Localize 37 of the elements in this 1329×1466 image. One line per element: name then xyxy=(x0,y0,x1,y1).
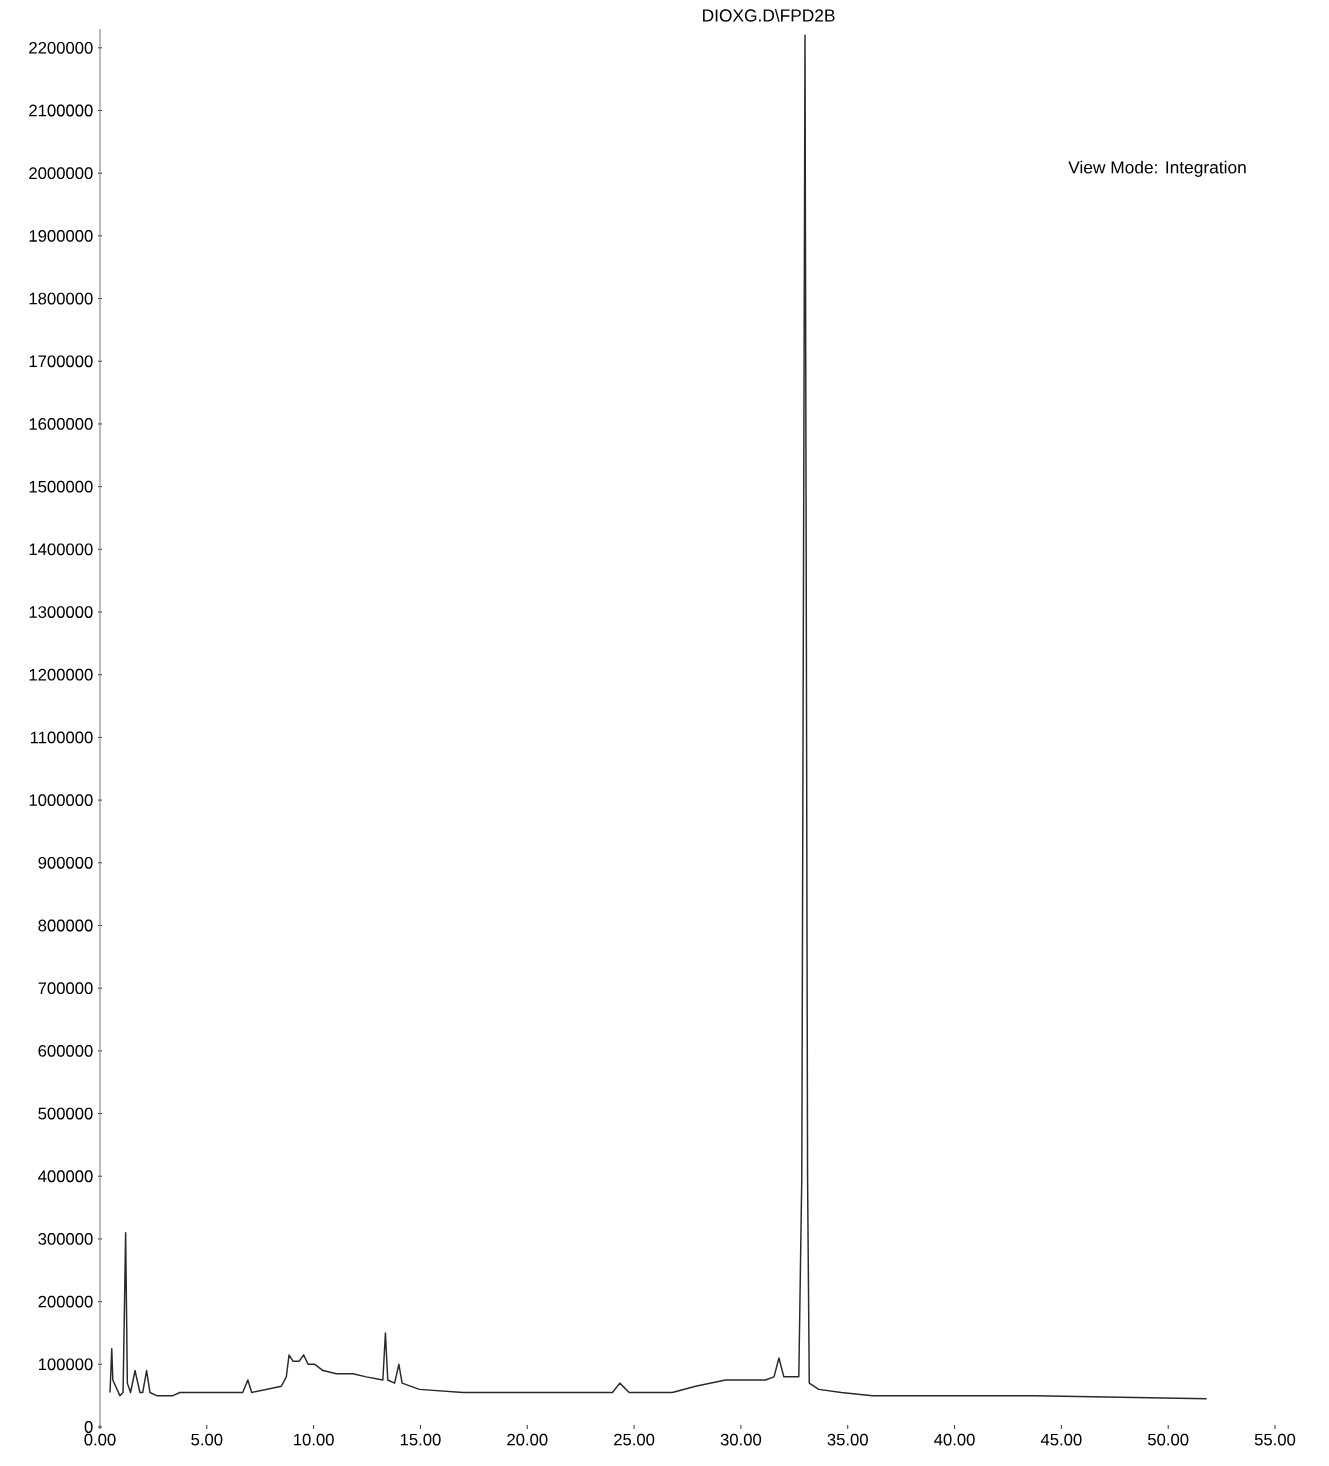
y-tick-label: 1900000 xyxy=(29,230,93,242)
y-tick-label: 700000 xyxy=(38,982,93,995)
y-tick-label: 900000 xyxy=(38,856,93,869)
x-tick-label: 5.00 xyxy=(191,1433,223,1446)
x-tick-label: 30.00 xyxy=(720,1433,762,1446)
y-tick-label: 500000 xyxy=(38,1107,93,1120)
x-tick-label: 15.00 xyxy=(400,1433,441,1446)
y-tick-label: 2200000 xyxy=(29,41,93,54)
y-tick-label: 0 xyxy=(84,1421,93,1433)
x-tick-label: 10.00 xyxy=(294,1433,334,1446)
y-tick-label: 1500000 xyxy=(29,480,93,493)
y-tick-label: 2100000 xyxy=(29,104,93,117)
y-tick-label: 100000 xyxy=(38,1358,93,1371)
x-tick-label: 50.00 xyxy=(1148,1433,1189,1446)
y-tick-label: 400000 xyxy=(38,1170,93,1183)
x-tick-label: 40.00 xyxy=(934,1433,975,1446)
x-tick-label: 55.00 xyxy=(1254,1433,1296,1446)
annotation: View Mode: Integration xyxy=(1068,160,1246,177)
y-tick-label: 1700000 xyxy=(29,355,93,368)
y-tick-label: 1600000 xyxy=(29,418,93,430)
x-tick-label: 35.00 xyxy=(827,1433,868,1446)
y-tick-label: 1300000 xyxy=(29,606,93,618)
y-tick-label: 600000 xyxy=(38,1044,93,1057)
y-tick-label: 300000 xyxy=(38,1233,93,1245)
chart-title: DIOXG.D\FPD2B xyxy=(703,8,835,22)
y-tick-label: 1400000 xyxy=(29,543,93,556)
y-tick-label: 1200000 xyxy=(29,668,93,681)
x-tick-label: 0.00 xyxy=(84,1433,116,1446)
y-tick-label: 1000000 xyxy=(29,794,93,806)
x-tick-label: 20.00 xyxy=(507,1433,548,1446)
x-tick-label: 25.00 xyxy=(614,1433,655,1446)
y-tick-label: 1800000 xyxy=(29,292,93,305)
y-tick-label: 800000 xyxy=(38,919,93,932)
y-tick-label: 1100000 xyxy=(30,731,93,744)
y-tick-label: 200000 xyxy=(38,1295,93,1308)
x-tick-label: 45.00 xyxy=(1040,1433,1082,1446)
y-tick-label: 2000000 xyxy=(29,167,93,180)
